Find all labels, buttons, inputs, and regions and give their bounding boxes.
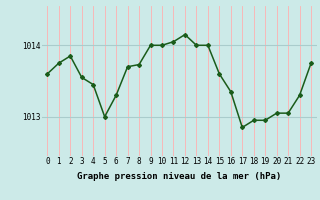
X-axis label: Graphe pression niveau de la mer (hPa): Graphe pression niveau de la mer (hPa) (77, 172, 281, 181)
